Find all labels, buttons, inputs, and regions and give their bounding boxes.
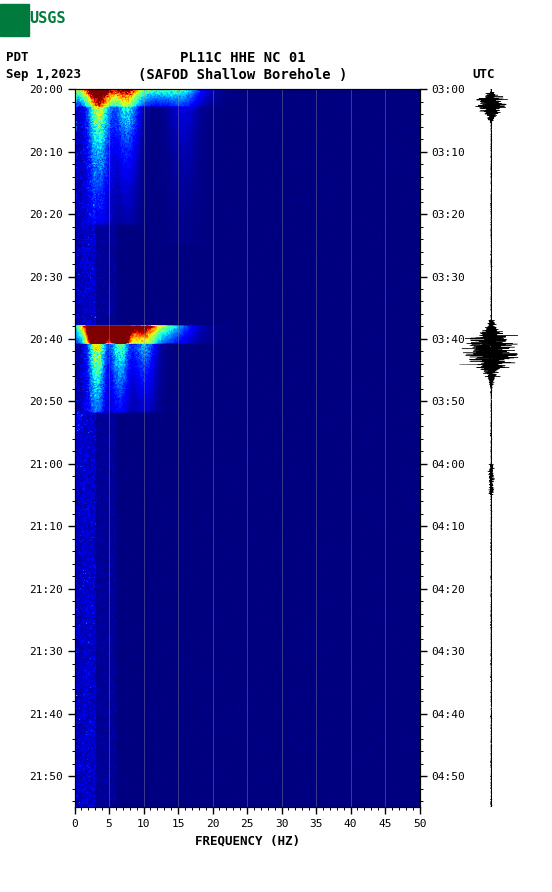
Text: PDT: PDT [6,52,28,64]
Text: PL11C HHE NC 01: PL11C HHE NC 01 [180,51,306,65]
Bar [0,4,29,36]
Text: UTC: UTC [472,69,495,81]
Text: USGS: USGS [29,11,66,26]
Text: (SAFOD Shallow Borehole ): (SAFOD Shallow Borehole ) [138,68,348,82]
X-axis label: FREQUENCY (HZ): FREQUENCY (HZ) [194,835,300,847]
Text: ≡: ≡ [4,10,19,28]
Text: Sep 1,2023: Sep 1,2023 [6,69,81,81]
